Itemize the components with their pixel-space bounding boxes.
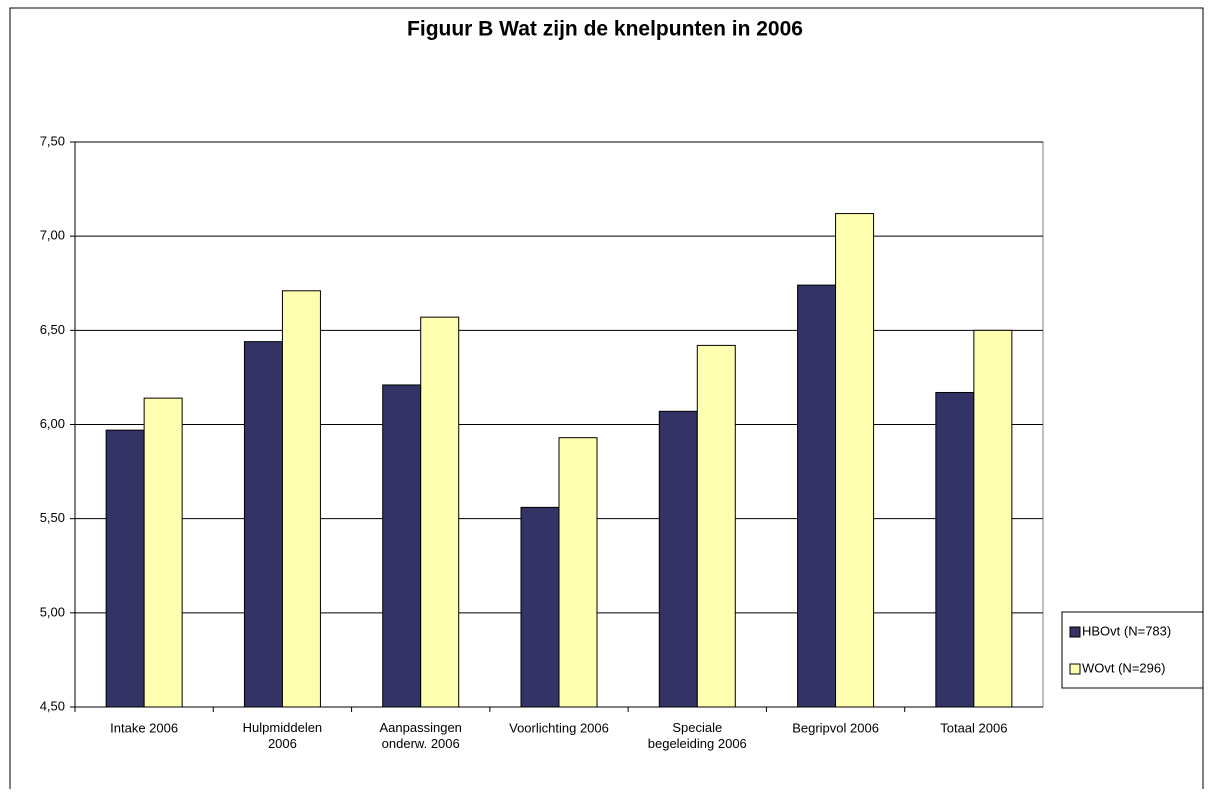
y-tick-label: 6,50 — [40, 322, 65, 337]
bar — [835, 213, 875, 708]
x-tick-label: Hulpmiddelen 2006 — [243, 720, 323, 751]
bar — [420, 316, 460, 708]
bar — [382, 384, 422, 708]
chart-title: Figuur B Wat zijn de knelpunten in 2006 — [407, 18, 803, 41]
x-tick-label: Begripvol 2006 — [792, 720, 879, 735]
bar — [520, 506, 560, 708]
bar — [696, 344, 736, 708]
y-tick-label: 7,00 — [40, 228, 65, 243]
bar — [243, 341, 283, 708]
legend-label: HBOvt (N=783) — [1082, 623, 1171, 638]
bar — [973, 329, 1013, 708]
bar — [281, 290, 321, 708]
legend-swatch — [1069, 626, 1081, 638]
y-tick-label: 5,50 — [40, 510, 65, 525]
y-tick-label: 7,50 — [40, 133, 65, 148]
y-tick-label: 4,50 — [40, 698, 65, 713]
x-tick-label: Voorlichting 2006 — [509, 720, 609, 735]
y-tick-label: 6,00 — [40, 416, 65, 431]
frame — [9, 7, 1204, 789]
bar — [143, 397, 183, 708]
legend-box — [1061, 611, 1204, 689]
x-tick-label: Speciale begeleiding 2006 — [648, 720, 747, 751]
bar — [558, 437, 598, 708]
bar — [105, 429, 145, 708]
bar — [658, 410, 698, 708]
x-tick-label: Totaal 2006 — [940, 720, 1007, 735]
legend-label: WOvt (N=296) — [1082, 660, 1165, 675]
x-tick-label: Aanpassingen onderw. 2006 — [380, 720, 462, 751]
bar — [797, 284, 837, 708]
bar — [935, 391, 975, 708]
y-tick-label: 5,00 — [40, 604, 65, 619]
x-tick-label: Intake 2006 — [110, 720, 178, 735]
legend-swatch — [1069, 663, 1081, 675]
